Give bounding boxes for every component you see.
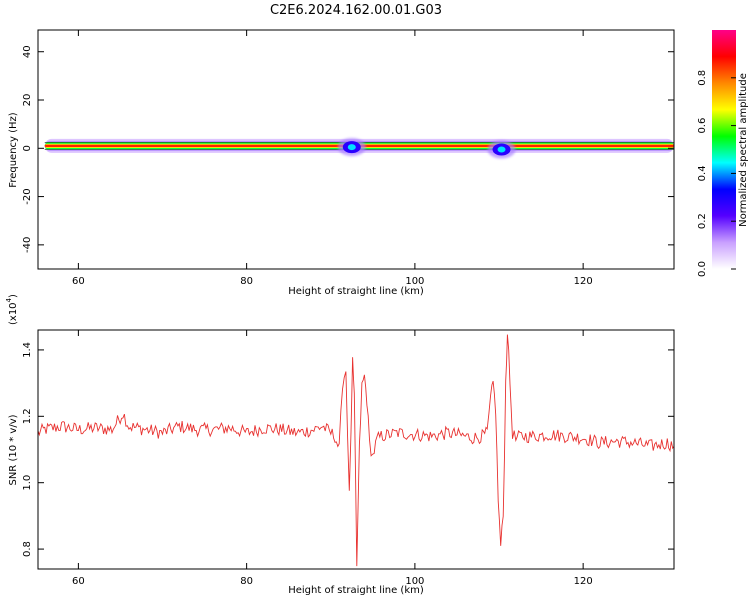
- colorbar-ticks: 0.0 0.2 0.4 0.6 0.8: [697, 70, 736, 277]
- colorbar-tick-label: 0.6: [697, 118, 708, 134]
- snr-y-axis-label: SNR (10 * v/v): [8, 414, 19, 485]
- snr-panel: 60 80 100 120 1.4 1.2 1.0 0.8 Height of straig…: [5, 294, 675, 596]
- spectrogram-y-tick-label: -20: [22, 188, 33, 204]
- colorbar-tick-label: 0.4: [697, 165, 708, 181]
- snr-frame: [37, 329, 675, 570]
- spectrogram-y-ticks: 40 20 0 -20 -40: [22, 45, 674, 253]
- spectrogram-x-tick-label: 120: [574, 276, 593, 287]
- snr-x-tick-label: 100: [405, 576, 424, 587]
- spectrogram-feature-core: [497, 146, 506, 153]
- spectrogram-y-tick-label: -40: [22, 237, 33, 253]
- snr-y-ticks: 1.4 1.2 1.0 0.8: [22, 342, 674, 557]
- snr-y-tick-label: 1.2: [22, 408, 33, 424]
- colorbar-gradient: [712, 30, 736, 269]
- snr-y-multiplier: (x104): [5, 294, 19, 325]
- snr-y-tick-label: 1.0: [22, 475, 33, 491]
- snr-series-line: [38, 334, 674, 567]
- snr-y-tick-label: 1.4: [22, 342, 33, 358]
- colorbar-tick-label: 0.2: [697, 213, 708, 229]
- colorbar-tick-label: 0.8: [697, 70, 708, 86]
- spectrogram-y-tick-label: 40: [22, 45, 33, 58]
- spectrogram-x-tick-label: 100: [405, 276, 424, 287]
- spectrogram-image: [44, 138, 674, 159]
- spectrogram-panel: 60 80 100 120 40 20 0 -20 -40 Height of straigh…: [8, 29, 675, 297]
- spectrogram-y-tick-label: 0: [22, 145, 33, 151]
- snr-x-tick-label: 120: [574, 576, 593, 587]
- colorbar: 0.0 0.2 0.4 0.6 0.8 Normalized spectral ampl…: [697, 30, 749, 277]
- colorbar-label: Normalized spectral amplitude: [738, 73, 749, 227]
- spectrogram-feature-core: [347, 144, 356, 151]
- spectrogram-x-tick-label: 60: [72, 276, 85, 287]
- snr-y-multiplier-base: (x10: [8, 302, 19, 325]
- figure-title: C2E6.2024.162.00.01.G03: [270, 3, 442, 18]
- spectrogram-y-tick-label: 20: [22, 94, 33, 107]
- spectrogram-frame: [37, 29, 675, 270]
- spectrogram-x-ticks: 60 80 100 120: [72, 30, 593, 287]
- spectrogram-y-axis-label: Frequency (Hz): [8, 112, 19, 188]
- snr-x-tick-label: 60: [72, 576, 85, 587]
- snr-y-tick-label: 0.8: [22, 541, 33, 557]
- snr-x-axis-label: Height of straight line (km): [288, 585, 424, 596]
- spectrogram-x-tick-label: 80: [240, 276, 253, 287]
- snr-x-tick-label: 80: [240, 576, 253, 587]
- spectrogram-x-axis-label: Height of straight line (km): [288, 286, 424, 297]
- snr-x-ticks: 60 80 100 120: [72, 330, 593, 587]
- snr-y-multiplier-close: ): [8, 294, 19, 298]
- colorbar-tick-label: 0.0: [697, 261, 708, 277]
- snr-y-multiplier-exp: 4: [5, 297, 13, 302]
